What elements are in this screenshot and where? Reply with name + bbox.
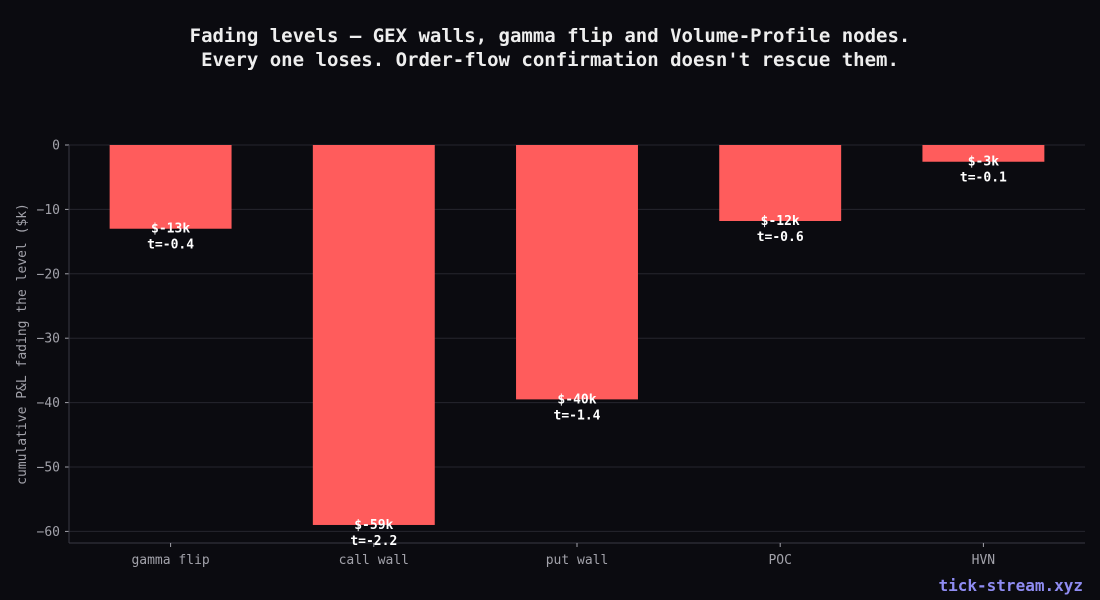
x-tick-label: call wall — [339, 553, 409, 568]
bar — [109, 145, 232, 229]
y-tick-label: −10 — [37, 203, 60, 218]
y-tick-label: 0 — [52, 139, 60, 154]
bar — [719, 145, 842, 221]
bar-tstat-label: t=-0.1 — [960, 171, 1007, 186]
bar-value-label: $-59k — [354, 518, 393, 533]
y-tick-label: −40 — [37, 396, 60, 411]
chart-title-line-1: Fading levels — GEX walls, gamma flip an… — [189, 25, 911, 47]
x-tick-label: put wall — [546, 553, 609, 568]
bar-value-label: $-40k — [557, 392, 596, 407]
bar-tstat-label: t=-1.4 — [554, 408, 601, 423]
bar — [516, 145, 638, 400]
watermark: tick-stream.xyz — [938, 576, 1084, 595]
x-tick-label: POC — [768, 553, 791, 568]
bar-tstat-label: t=-2.2 — [350, 534, 397, 549]
bar — [312, 145, 435, 525]
y-tick-label: −30 — [37, 332, 60, 347]
x-tick-label: gamma flip — [131, 553, 209, 568]
bar-value-label: $-13k — [151, 222, 190, 237]
bar-tstat-label: t=-0.6 — [757, 230, 804, 245]
y-tick-label: −60 — [37, 525, 60, 540]
bar-tstat-label: t=-0.4 — [147, 238, 194, 253]
chart-title-line-2: Every one loses. Order-flow confirmation… — [201, 49, 899, 71]
bar — [922, 145, 1045, 162]
y-tick-label: −20 — [37, 267, 60, 282]
y-tick-label: −50 — [37, 461, 60, 476]
bar-value-label: $-3k — [968, 155, 999, 170]
x-tick-label: HVN — [972, 553, 995, 568]
y-axis-label: cumulative P&L fading the level ($k) — [15, 203, 30, 485]
chart-title: Fading levels — GEX walls, gamma flip an… — [0, 24, 1100, 72]
bar-value-label: $-12k — [761, 214, 800, 229]
